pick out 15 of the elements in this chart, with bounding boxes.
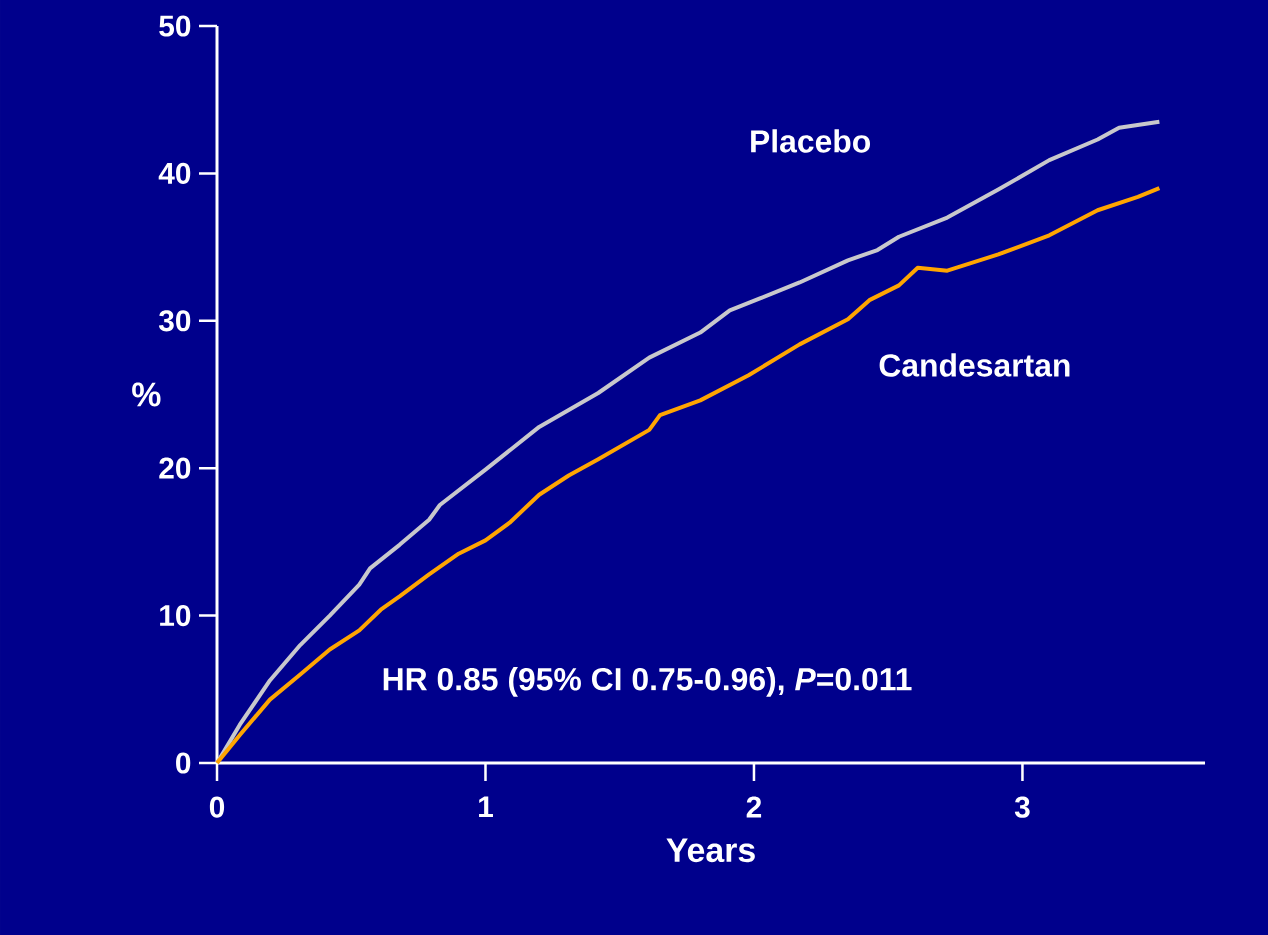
y-axis-title: % xyxy=(132,382,161,407)
text: Placebo xyxy=(751,129,871,153)
x-tick-label: 0 xyxy=(209,796,225,818)
y-tick-label: 50 xyxy=(159,15,191,37)
y-tick-label: 0 xyxy=(176,752,191,774)
annotation: HR 0.85 (95% CI 0.75-0.96), P=0.011 xyxy=(383,667,912,697)
y-tick-label: 40 xyxy=(158,162,191,184)
x-tick-label: 3 xyxy=(1014,796,1030,818)
y-tick-label: 30 xyxy=(158,310,191,332)
x-tick-label: 1 xyxy=(479,796,493,818)
y-tick-label: 10 xyxy=(160,605,191,627)
x-tick-label: 2 xyxy=(746,796,762,818)
x-axis-title: Years xyxy=(666,838,755,863)
y-tick-label: 20 xyxy=(159,457,191,479)
series-label: Candesartan xyxy=(879,353,1070,377)
